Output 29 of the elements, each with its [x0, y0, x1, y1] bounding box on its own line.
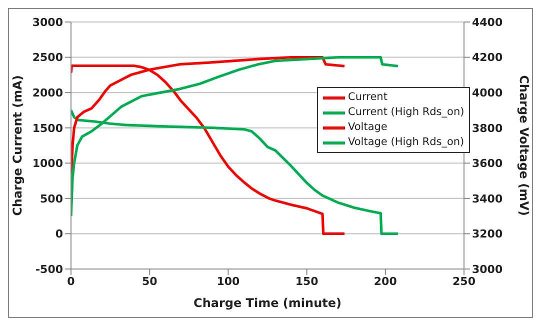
y-tick-label: 1000 [32, 157, 64, 170]
x-axis-title: Charge Time (minute) [194, 296, 342, 310]
legend-label: Current (High Rds_on) [348, 105, 464, 120]
y2-tick-label: 4200 [472, 51, 503, 64]
y2-tick-label: 3000 [472, 262, 503, 276]
y2-tick-label: 3600 [472, 157, 503, 170]
y2-tick-label: 4400 [472, 16, 503, 29]
y2-tick-label: 3200 [472, 228, 503, 241]
x-tick-label: 150 [295, 274, 319, 288]
y-axis-title: Charge Current (mA) [10, 75, 24, 216]
legend-label: Voltage (High Rds_on) [348, 135, 464, 150]
y-tick-label: 1500 [32, 122, 64, 135]
x-tick-label: 250 [452, 274, 476, 288]
legend-label: Current [348, 90, 388, 105]
y-tick-label: -500 [35, 262, 64, 276]
y-tick-label: 500 [40, 192, 64, 206]
y2-tick-label: 3800 [472, 122, 503, 135]
y-tick-label: 2000 [32, 86, 64, 100]
y-tick-label: 0 [55, 228, 64, 241]
x-tick-label: 0 [67, 274, 76, 288]
y2-tick-label: 4000 [472, 86, 503, 100]
y2-axis-title: Charge Voltage (mV) [516, 75, 531, 216]
y-tick-label: 2500 [32, 51, 64, 64]
y2-tick-label: 3400 [472, 192, 503, 206]
x-tick-label: 50 [142, 274, 158, 288]
y-tick-label: 3000 [32, 16, 64, 29]
legend-label: Voltage [348, 120, 388, 135]
x-tick-label: 200 [374, 274, 398, 288]
x-tick-label: 100 [216, 274, 240, 288]
